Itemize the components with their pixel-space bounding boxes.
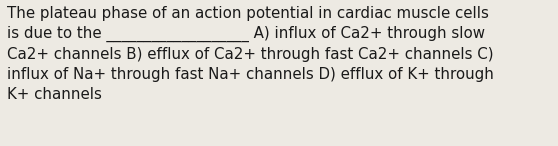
Text: The plateau phase of an action potential in cardiac muscle cells
is due to the _: The plateau phase of an action potential… — [7, 6, 494, 102]
